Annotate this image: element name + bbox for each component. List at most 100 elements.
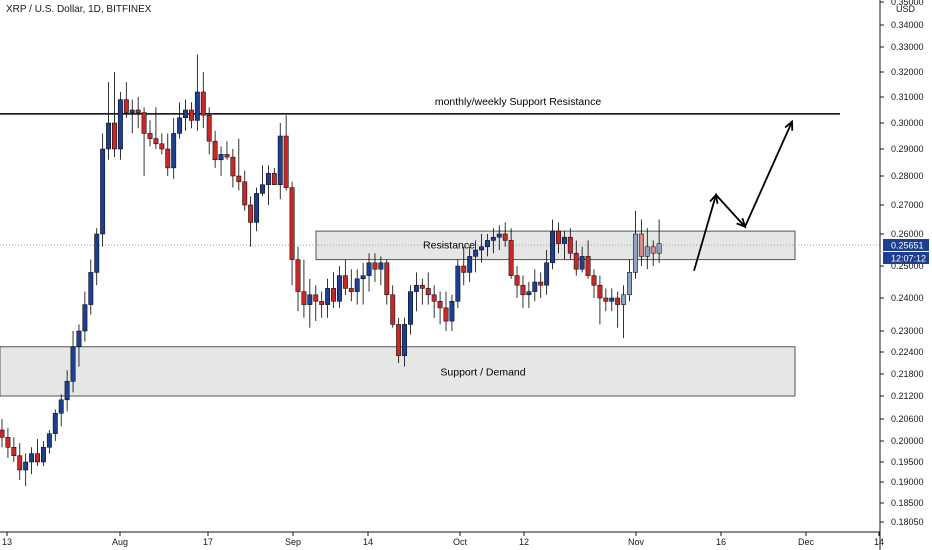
price-tick-label: 0.24000: [891, 293, 924, 303]
candle-body: [538, 281, 544, 286]
candle-body: [508, 240, 514, 276]
price-tick-label: 0.18050: [891, 517, 924, 527]
candle-body: [408, 291, 413, 325]
current-price-badge: [883, 239, 929, 251]
time-tick-label: 14: [363, 537, 373, 547]
candle-body: [218, 154, 224, 161]
candle-body: [390, 294, 396, 325]
candle-body: [656, 243, 662, 254]
candle-body: [123, 99, 129, 113]
price-tick-label: 0.27000: [891, 200, 924, 210]
candle-body: [532, 281, 538, 292]
candle-body: [52, 413, 58, 434]
candle-body: [295, 259, 301, 292]
resistance-zone-label: Resistance: [423, 239, 475, 251]
candle-body: [147, 133, 153, 139]
arrowhead: [736, 217, 747, 229]
candle-body: [556, 230, 561, 244]
candle-body: [153, 138, 159, 145]
candle-body: [484, 240, 490, 248]
candle-body: [313, 294, 319, 302]
candle-body: [277, 135, 283, 185]
candle-body: [360, 275, 366, 280]
price-tick-label: 0.28000: [891, 171, 924, 181]
time-tick-label: 16: [716, 537, 726, 547]
candle-body: [283, 135, 289, 188]
candle-body: [331, 288, 336, 302]
candle-body: [307, 294, 313, 305]
candle-body: [260, 184, 265, 194]
candle-body: [579, 256, 585, 270]
candle-body: [496, 233, 502, 238]
candle-body: [650, 246, 656, 254]
candle-body: [402, 324, 408, 356]
candle-body: [88, 272, 94, 305]
support-zone-label: Support / Demand: [440, 366, 525, 378]
candle-body: [615, 297, 621, 305]
candle-body: [129, 109, 135, 113]
candle-body: [112, 122, 117, 150]
candle-body: [561, 236, 567, 244]
candle-body: [443, 307, 449, 322]
candle-body: [609, 297, 615, 302]
candle-body: [431, 294, 437, 302]
price-tick-label: 0.19500: [891, 457, 924, 467]
price-tick-label: 0.30000: [891, 118, 924, 128]
candle-body: [100, 148, 106, 235]
candle-body: [348, 288, 354, 292]
candle-body: [514, 275, 520, 286]
candle-body: [177, 117, 183, 134]
candle-body: [171, 133, 177, 169]
candle-body: [632, 233, 638, 273]
candle-body: [0, 429, 5, 438]
candle-body: [461, 265, 467, 273]
candle-body: [76, 330, 82, 347]
arrowhead: [784, 119, 794, 131]
candle-body: [82, 304, 88, 332]
candle-body: [366, 262, 372, 276]
candle-body: [449, 301, 455, 322]
candle-body: [520, 284, 526, 296]
price-ticks[interactable]: 0.35000 0.34000 0.33000 0.32000 0.31000 0.300…: [880, 0, 924, 527]
candle-body: [473, 249, 479, 257]
candle-body: [289, 187, 295, 260]
candle-body: [106, 122, 112, 150]
price-tick-label: 0.21200: [891, 391, 924, 401]
countdown-badge: [883, 252, 929, 264]
candle-body: [419, 284, 425, 289]
arrowhead: [709, 192, 719, 204]
price-tick-label: 0.34000: [891, 20, 924, 30]
candle-body: [455, 265, 461, 302]
candle-body: [502, 233, 508, 241]
time-tick-label: 12: [519, 537, 529, 547]
arrowheads: [709, 119, 794, 229]
candle-body: [200, 91, 206, 116]
candles: [0, 54, 662, 487]
candle-body: [194, 91, 200, 121]
candle-body: [35, 453, 40, 463]
candle-body: [384, 262, 390, 296]
projection-arrow: [693, 121, 793, 272]
price-tick-label: 0.25000: [891, 261, 924, 271]
time-tick-label: Aug: [112, 537, 128, 547]
candle-body: [342, 275, 348, 289]
candle-body: [591, 275, 597, 286]
time-tick-label: 13: [2, 537, 12, 547]
countdown-label: 12:07:12: [891, 254, 926, 264]
candle-body: [117, 99, 123, 150]
candle-body: [319, 301, 325, 305]
candle-body: [437, 301, 443, 309]
candle-body: [644, 246, 650, 257]
candle-body: [248, 204, 254, 223]
candle-body: [141, 112, 147, 134]
price-tick-label: 0.20000: [891, 436, 924, 446]
price-axis-unit: USD: [896, 4, 916, 14]
price-tick-label: 0.18500: [891, 498, 924, 508]
time-tick-label: Dec: [798, 537, 815, 547]
candle-body: [567, 236, 573, 254]
candle-body: [183, 109, 188, 119]
candle-body: [301, 291, 307, 305]
candle-body: [212, 140, 218, 161]
time-ticks[interactable]: 13 Aug 17 Sep 14 Oct 12 Nov 16 Dec 14: [2, 532, 884, 547]
